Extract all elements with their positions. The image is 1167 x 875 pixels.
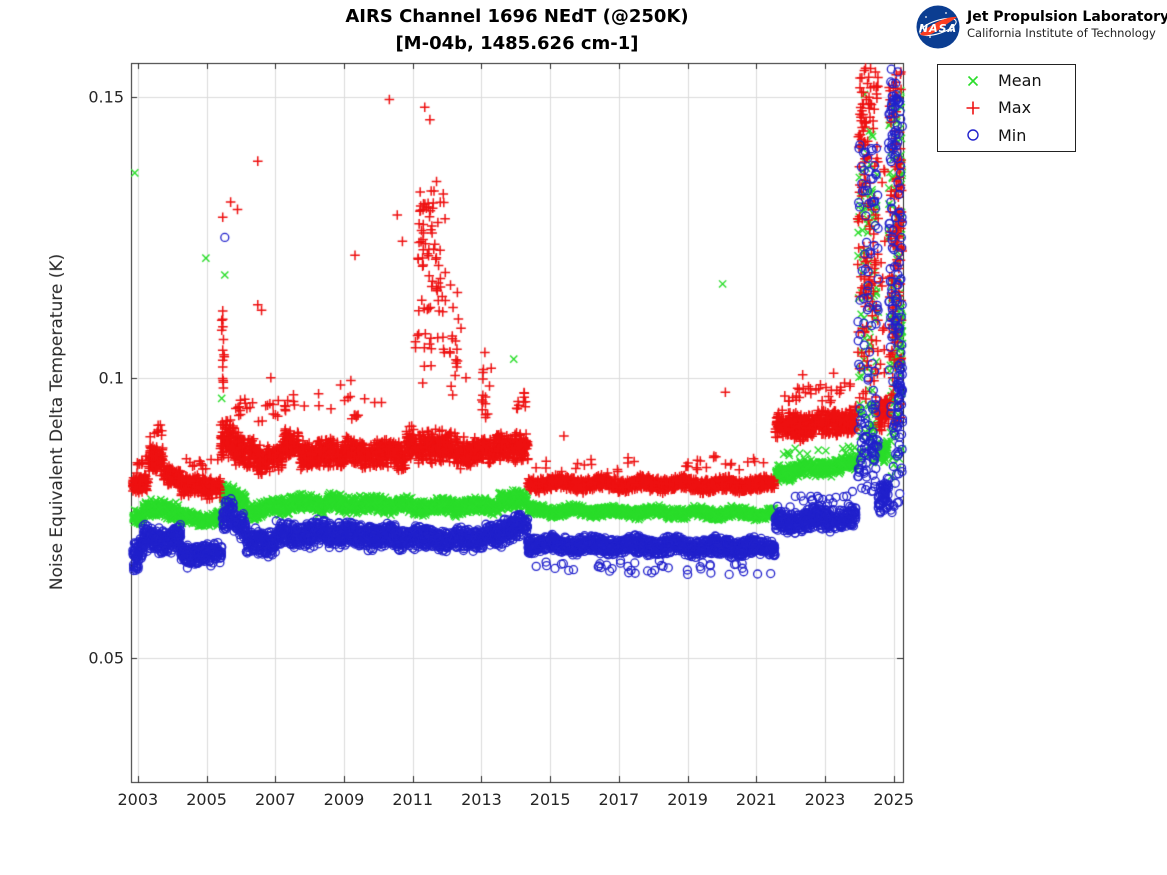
- y-tick-label: 0.1: [98, 368, 124, 388]
- chart-title-block: AIRS Channel 1696 NEdT (@250K) [M-04b, 1…: [131, 3, 903, 57]
- x-tick-label: 2015: [529, 790, 571, 809]
- nasa-logo-icon: NASA: [916, 5, 960, 49]
- jpl-brand-header: NASA Jet Propulsion Laboratory Californi…: [916, 5, 1167, 49]
- x-tick-label: 2005: [186, 790, 227, 809]
- y-axis-label: Noise Equivalent Delta Temperature (K): [47, 253, 67, 591]
- legend-marker-glyph: [967, 75, 979, 86]
- y-tick-label: 0.05: [88, 648, 124, 668]
- legend-mean-label: Mean: [998, 71, 1042, 91]
- x-tick-label: 2021: [735, 790, 777, 809]
- x-tick-label: 2025: [873, 790, 915, 809]
- legend-min-label: Min: [998, 125, 1027, 145]
- jpl-name: Jet Propulsion Laboratory: [967, 9, 1167, 25]
- x-tick-label: 2013: [461, 790, 502, 809]
- x-tick-label: 2019: [667, 790, 708, 809]
- legend-max-marker-icon: [964, 99, 982, 117]
- legend-item-mean: Mean: [938, 67, 1075, 94]
- legend-marker-glyph: [966, 101, 980, 115]
- nasa-wordmark: NASA: [919, 22, 957, 35]
- x-tick-label: 2017: [598, 790, 640, 809]
- x-tick-label: 2023: [804, 790, 846, 809]
- legend-item-max: Max: [938, 94, 1075, 121]
- jpl-affiliation: California Institute of Technology: [967, 26, 1156, 40]
- legend-mean-marker-icon: [964, 72, 982, 90]
- legend: Mean Max Min: [937, 64, 1076, 152]
- nasa-swoosh: [920, 16, 957, 36]
- x-tick-label: 2003: [117, 790, 159, 809]
- x-tick-label: 2009: [323, 790, 365, 809]
- chart-title: AIRS Channel 1696 NEdT (@250K): [345, 6, 689, 27]
- legend-min-marker-icon: [964, 126, 982, 144]
- legend-marker-glyph: [967, 129, 979, 142]
- x-tick-label: 2007: [254, 790, 296, 809]
- legend-item-min: Min: [938, 122, 1075, 149]
- jpl-brand-text: Jet Propulsion Laboratory California Ins…: [967, 5, 1167, 40]
- chart-subtitle: [M-04b, 1485.626 cm-1]: [395, 33, 639, 54]
- y-tick-label: 0.15: [88, 87, 124, 107]
- legend-max-label: Max: [998, 98, 1032, 118]
- nasa-orbit: [919, 17, 957, 37]
- x-tick-label: 2011: [392, 790, 434, 809]
